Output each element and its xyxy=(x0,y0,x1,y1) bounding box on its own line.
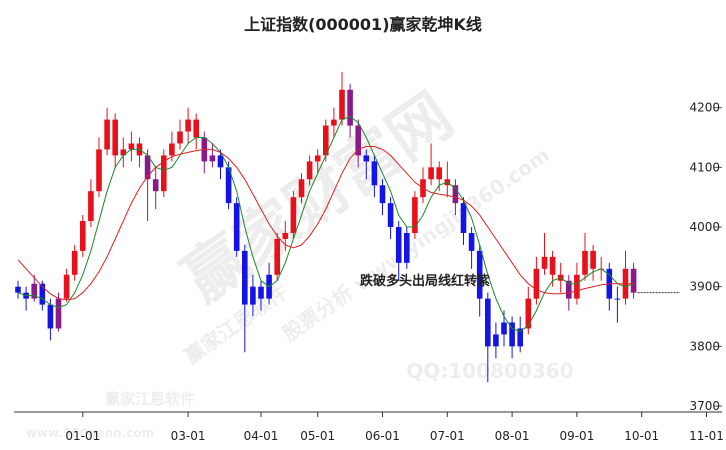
candle-body xyxy=(104,119,110,150)
x-tick-label: 05-01 xyxy=(300,429,335,443)
candle-body xyxy=(590,250,596,269)
candle-body xyxy=(404,232,410,263)
x-tick-label: 10-01 xyxy=(624,429,659,443)
candle-body xyxy=(436,167,442,180)
watermark: QQ:100800360 xyxy=(406,359,573,383)
candle-body xyxy=(314,155,321,162)
candle-body xyxy=(574,274,580,299)
candle-body xyxy=(298,179,305,198)
candle-body xyxy=(509,322,515,347)
candle-body xyxy=(144,155,151,180)
candle-body xyxy=(47,304,54,329)
candle-body xyxy=(169,143,175,156)
candle-body xyxy=(88,191,94,222)
candle-body xyxy=(152,179,159,192)
candle-body xyxy=(452,185,459,204)
candle-body xyxy=(363,155,370,162)
x-tick-label: 09-01 xyxy=(559,429,594,443)
candle-body xyxy=(258,286,264,299)
candle-body xyxy=(412,197,418,233)
candle-body xyxy=(379,185,386,204)
candle-body xyxy=(55,298,62,329)
candle-body xyxy=(614,298,621,300)
candle-body xyxy=(274,238,280,275)
candle-body xyxy=(225,167,232,204)
candle-body xyxy=(582,250,588,275)
candle-body xyxy=(120,149,127,156)
candle-body xyxy=(371,161,378,186)
candle-body xyxy=(15,286,21,293)
candle-body xyxy=(541,256,548,269)
candle-body xyxy=(282,232,289,239)
candle-body xyxy=(96,149,102,192)
candle-body xyxy=(209,155,216,162)
candle-body xyxy=(339,89,345,120)
candle-body xyxy=(161,155,167,192)
candle-body xyxy=(566,280,572,299)
candle-body xyxy=(331,119,337,126)
candle-body xyxy=(485,298,491,347)
candle-body xyxy=(347,89,353,126)
candle-body xyxy=(71,250,78,275)
moving-average-line xyxy=(17,116,634,332)
y-tick-label: 4200 xyxy=(689,101,720,115)
moving-average-line xyxy=(17,146,634,301)
candle-body xyxy=(630,268,637,293)
candle-body xyxy=(517,328,523,347)
candle-body xyxy=(468,232,475,251)
candle-body xyxy=(323,125,329,156)
candle-body xyxy=(395,227,402,263)
watermark: 赢家江恩软件 xyxy=(105,390,195,408)
candle-body xyxy=(177,131,183,144)
candle-body xyxy=(533,268,540,299)
annotation: 跌破多头出局线红转紫 xyxy=(360,273,490,289)
y-tick-label: 3800 xyxy=(689,339,720,353)
candle-body xyxy=(242,250,248,305)
candle-body xyxy=(428,167,434,180)
watermark: www.360gann.com xyxy=(26,426,154,440)
x-tick-label: 08-01 xyxy=(495,429,530,443)
candle-body xyxy=(387,203,394,228)
candle-body xyxy=(290,197,297,233)
candle-body xyxy=(31,283,37,299)
candle-body xyxy=(355,125,361,156)
chart-title: 上证指数(000001)赢家乾坤K线 xyxy=(244,15,482,34)
candle-body xyxy=(112,119,118,156)
x-tick-label: 03-01 xyxy=(171,429,206,443)
candle-body xyxy=(193,119,199,138)
y-tick-label: 4000 xyxy=(689,220,720,234)
x-tick-label: 06-01 xyxy=(365,429,400,443)
candle-body xyxy=(233,203,240,251)
candle-body xyxy=(63,274,70,299)
y-tick-label: 4100 xyxy=(689,160,720,174)
x-tick-label: 01-01 xyxy=(65,429,100,443)
candle-body xyxy=(250,286,256,305)
candle-body xyxy=(306,161,313,180)
candle-body xyxy=(80,221,86,251)
candle-body xyxy=(460,203,467,233)
candle-body xyxy=(39,283,46,305)
candle-body xyxy=(501,322,507,335)
candle-body xyxy=(217,155,224,168)
x-tick-label: 07-01 xyxy=(430,429,465,443)
candle-body xyxy=(549,256,556,275)
candle-body xyxy=(185,119,191,132)
candle-body xyxy=(525,298,532,329)
y-tick-label: 3900 xyxy=(689,280,720,294)
candle-body xyxy=(476,250,483,299)
x-tick-label: 04-01 xyxy=(244,429,279,443)
x-tick-label: 11-01 xyxy=(689,429,724,443)
y-tick-label: 3700 xyxy=(689,399,720,413)
candle-body xyxy=(128,143,135,150)
candle-body xyxy=(493,334,499,347)
